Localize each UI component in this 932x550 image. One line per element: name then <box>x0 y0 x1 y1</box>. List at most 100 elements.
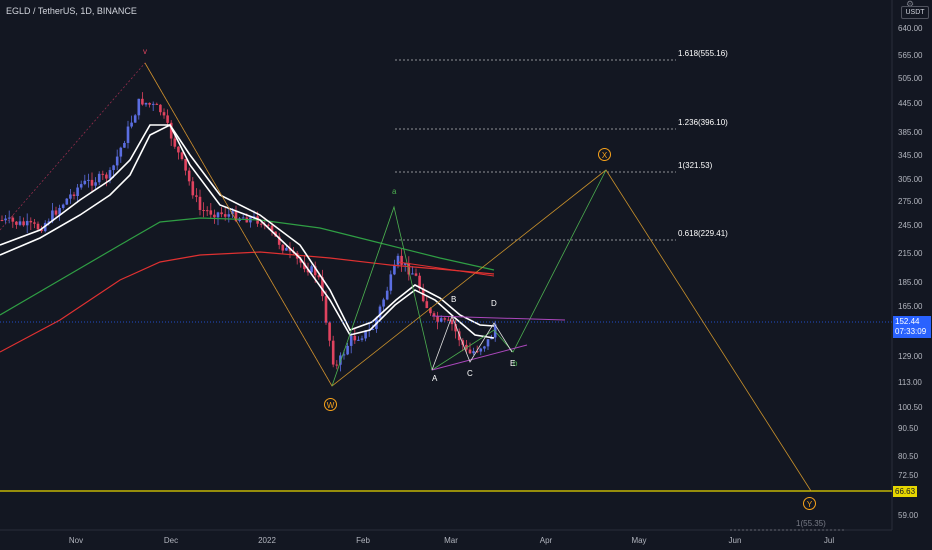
candle-body <box>299 258 303 263</box>
candle-body <box>303 262 306 270</box>
candle-body <box>115 156 119 166</box>
wave-label-D[interactable]: D <box>491 299 497 308</box>
candle-body <box>97 173 101 183</box>
candle-body <box>83 180 87 185</box>
candle-body <box>141 98 144 105</box>
candle-body <box>105 174 108 179</box>
candle-body <box>220 212 223 215</box>
candle-body <box>411 273 414 275</box>
price-tick-label: 113.00 <box>898 378 922 387</box>
candle-body <box>364 330 367 339</box>
fib-label-1618[interactable]: 1.618(555.16) <box>678 49 728 58</box>
candle-body <box>360 338 364 340</box>
moving-average-red <box>0 251 495 353</box>
time-tick-label: Feb <box>356 536 370 545</box>
candle-body <box>159 104 162 113</box>
candle-body <box>468 349 472 354</box>
candle-body <box>317 275 321 278</box>
candle-body <box>393 264 396 275</box>
candle-body <box>213 214 216 218</box>
price-tick-label: 275.00 <box>898 197 923 206</box>
price-tick-label: 640.00 <box>898 24 923 33</box>
candle-body <box>259 223 263 225</box>
wave-label-b[interactable]: b <box>513 359 518 368</box>
wave-label-E[interactable]: E <box>510 359 516 368</box>
candlestick-series <box>0 92 497 372</box>
candle-body <box>371 328 375 330</box>
candle-body <box>112 165 115 171</box>
candle-body <box>486 339 490 347</box>
candle-body <box>429 308 432 314</box>
candle-body <box>396 255 400 265</box>
time-tick-label: May <box>631 536 647 545</box>
candle-body <box>51 210 54 222</box>
candle-body <box>403 263 407 265</box>
candle-body <box>479 348 483 352</box>
current-price-badge: 152.44 07:33:09 <box>893 316 931 338</box>
wave-label-v[interactable]: v <box>143 47 147 56</box>
candle-body <box>306 269 310 273</box>
candle-body <box>223 214 227 217</box>
candle-body <box>328 322 331 341</box>
time-tick-label: 2022 <box>258 536 276 545</box>
candle-body <box>177 146 180 153</box>
price-tick-label: 129.00 <box>898 352 923 361</box>
wave-line-wxy <box>144 62 812 492</box>
moving-average-white-1 <box>0 123 495 339</box>
wave-label-Y[interactable]: Y <box>803 497 816 510</box>
candle-body <box>432 313 436 317</box>
fib-label-1236[interactable]: 1.236(396.10) <box>678 118 728 127</box>
wave-line-a-shadow <box>331 206 395 387</box>
time-tick-label: Apr <box>539 536 553 545</box>
trend-line-red <box>397 261 495 277</box>
candle-body <box>472 351 475 354</box>
candle-body <box>18 221 22 225</box>
candle-body <box>76 187 79 197</box>
candle-body <box>155 103 159 105</box>
candle-body <box>382 299 385 307</box>
fib-label-0618[interactable]: 0.618(229.41) <box>678 229 728 238</box>
candle-body <box>87 179 90 181</box>
candle-body <box>267 224 270 226</box>
candle-body <box>389 274 393 291</box>
candle-body <box>130 122 133 127</box>
candle-body <box>385 290 389 300</box>
candle-body <box>123 142 126 148</box>
candle-body <box>475 351 479 353</box>
candle-body <box>137 98 141 116</box>
candle-body <box>61 204 65 208</box>
candle-body <box>339 355 342 365</box>
candle-body <box>342 354 346 356</box>
wave-label-W[interactable]: W <box>324 398 337 411</box>
candle-body <box>216 212 220 218</box>
candle-body <box>357 339 360 341</box>
candle-body <box>346 345 349 355</box>
candle-body <box>7 217 11 219</box>
candle-body <box>457 331 461 341</box>
price-tick-label: 345.00 <box>898 151 923 160</box>
symbol-title[interactable]: EGLD / TetherUS, 1D, BINANCE <box>6 6 137 16</box>
candle-body <box>108 170 112 179</box>
candle-body <box>414 273 418 276</box>
candle-body <box>331 340 335 365</box>
price-tick-label: 245.00 <box>898 221 923 230</box>
currency-button[interactable]: USDT <box>901 6 929 19</box>
wave-label-B[interactable]: B <box>451 295 457 304</box>
wave-label-C[interactable]: C <box>467 369 473 378</box>
wave-label-A[interactable]: A <box>432 374 438 383</box>
candle-body <box>15 221 18 225</box>
candle-body <box>313 266 317 276</box>
price-tick-label: 445.00 <box>898 99 923 108</box>
projection-label[interactable]: 1(55.35) <box>796 519 826 528</box>
wave-label-X[interactable]: X <box>598 148 611 161</box>
candle-body <box>47 221 51 223</box>
time-tick-label: Nov <box>68 536 84 545</box>
settings-icon[interactable]: ⚙ <box>906 0 915 9</box>
wave-label-a[interactable]: a <box>392 187 397 196</box>
candle-body <box>65 198 69 205</box>
fib-label-1[interactable]: 1(321.53) <box>678 161 713 170</box>
candle-body <box>148 102 151 105</box>
candle-body <box>252 216 256 218</box>
candle-body <box>187 170 191 182</box>
